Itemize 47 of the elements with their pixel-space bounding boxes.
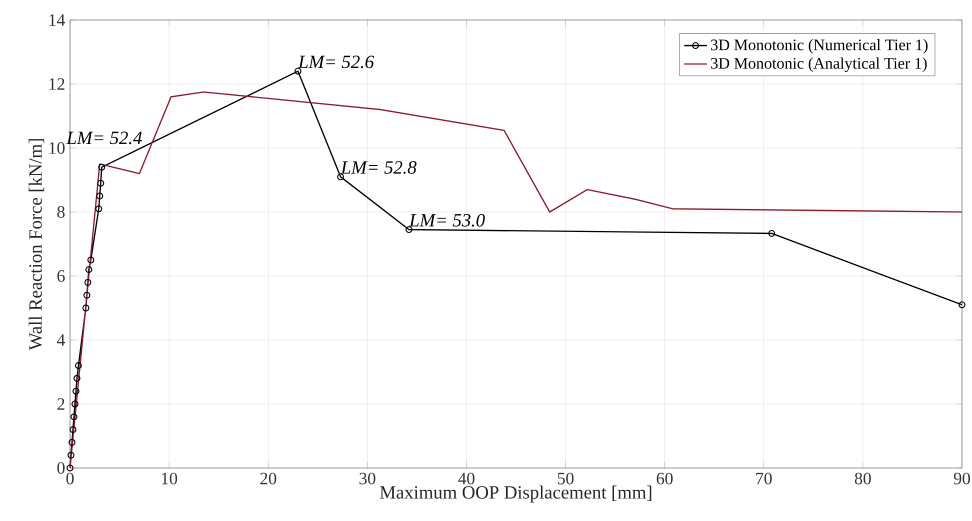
point xyxy=(337,173,344,180)
point xyxy=(71,400,78,408)
point xyxy=(87,256,94,264)
y-tick-label: 14 xyxy=(49,14,66,26)
point xyxy=(70,413,78,420)
annotation: LM= 53.0 xyxy=(409,214,485,227)
x-tick-label: 0 xyxy=(66,472,74,484)
point xyxy=(95,205,102,212)
point xyxy=(73,374,80,382)
y-tick-label: 10 xyxy=(49,142,65,154)
x-tick-label: 50 xyxy=(558,472,574,484)
point xyxy=(83,292,90,299)
y-tick-label: 12 xyxy=(49,78,64,90)
y-tick-label: 4 xyxy=(56,334,66,346)
point xyxy=(70,426,76,434)
point xyxy=(84,278,92,286)
point xyxy=(405,226,412,234)
y-tick-label: 0 xyxy=(57,462,65,474)
annotation: LM= 52.8 xyxy=(340,161,416,174)
x-tick-label: 10 xyxy=(162,472,178,484)
annotation: LM= 52.6 xyxy=(298,56,374,68)
point xyxy=(294,68,302,75)
y-tick-label: 2 xyxy=(57,398,64,410)
x-axis-title: Maximum OOP Displacement [mm] xyxy=(380,486,652,502)
point xyxy=(74,362,82,370)
y-tick-label: 8 xyxy=(57,206,65,218)
point xyxy=(768,230,776,237)
legend-label: 3D Monotonic (Analytical Tier 1) xyxy=(711,57,927,72)
x-tick-label: 40 xyxy=(458,472,474,484)
point xyxy=(98,164,106,171)
point xyxy=(97,180,104,187)
x-tick-label: 20 xyxy=(260,472,276,484)
legend-label: 3D Monotonic (Numerical Tier 1) xyxy=(711,39,928,54)
x-tick-label: 80 xyxy=(854,472,871,484)
x-tick-label: 90 xyxy=(954,472,970,484)
point xyxy=(72,388,80,395)
y-tick-label: 6 xyxy=(57,270,65,282)
point xyxy=(85,266,92,274)
point xyxy=(82,304,90,312)
x-tick-label: 30 xyxy=(360,472,376,484)
y-axis-title: Wall Reaction Force [kN/m] xyxy=(28,139,44,350)
point xyxy=(68,438,76,446)
x-tick-label: 70 xyxy=(756,472,772,484)
point xyxy=(96,192,104,200)
annotation: LM= 52.4 xyxy=(66,132,142,144)
point xyxy=(68,452,74,459)
x-tick-label: 60 xyxy=(656,472,673,484)
